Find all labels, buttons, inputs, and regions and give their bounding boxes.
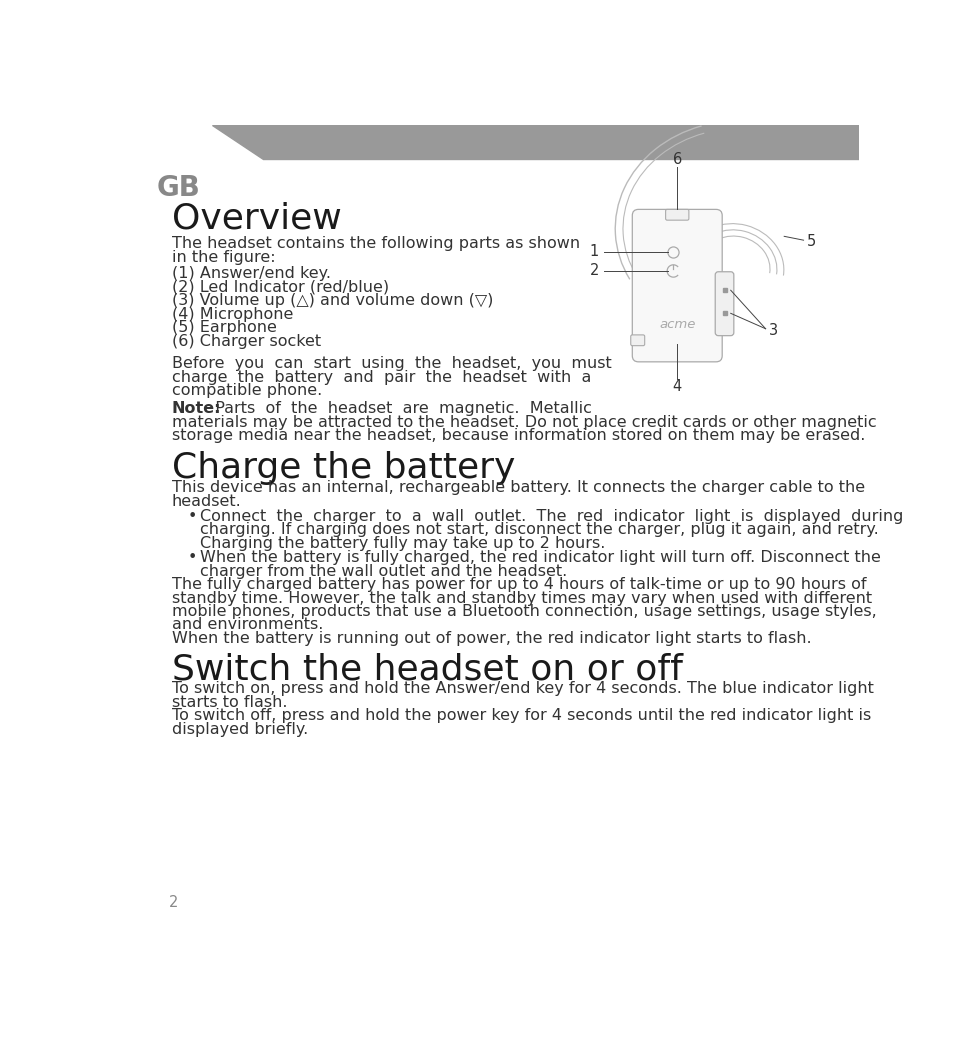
Text: displayed briefly.: displayed briefly. <box>172 722 308 737</box>
Text: When the battery is running out of power, the red indicator light starts to flas: When the battery is running out of power… <box>172 631 811 646</box>
Text: 5: 5 <box>806 234 815 249</box>
Text: 2: 2 <box>589 264 598 278</box>
Text: (1) Answer/end key.: (1) Answer/end key. <box>172 266 331 282</box>
Text: materials may be attracted to the headset. Do not place credit cards or other ma: materials may be attracted to the headse… <box>172 415 876 430</box>
Text: Charging the battery fully may take up to 2 hours.: Charging the battery fully may take up t… <box>199 536 604 551</box>
Text: in the figure:: in the figure: <box>172 249 275 265</box>
Text: standby time. However, the talk and standby times may vary when used with differ: standby time. However, the talk and stan… <box>172 590 871 606</box>
Text: charging. If charging does not start, disconnect the charger, plug it again, and: charging. If charging does not start, di… <box>199 523 878 537</box>
Text: To switch off, press and hold the power key for 4 seconds until the red indicato: To switch off, press and hold the power … <box>172 709 870 723</box>
Text: Parts  of  the  headset  are  magnetic.  Metallic: Parts of the headset are magnetic. Metal… <box>205 401 592 417</box>
Text: 2: 2 <box>169 896 178 910</box>
Text: starts to flash.: starts to flash. <box>172 695 287 710</box>
Text: 1: 1 <box>589 244 598 259</box>
Text: (4) Microphone: (4) Microphone <box>172 307 293 322</box>
Text: 3: 3 <box>768 323 777 338</box>
Text: Overview: Overview <box>172 202 341 236</box>
Text: Before  you  can  start  using  the  headset,  you  must: Before you can start using the headset, … <box>172 356 611 372</box>
Text: (2) Led Indicator (red/blue): (2) Led Indicator (red/blue) <box>172 279 389 295</box>
Text: Charge the battery: Charge the battery <box>172 451 515 485</box>
Text: (6) Charger socket: (6) Charger socket <box>172 334 321 349</box>
Text: (3) Volume up (△) and volume down (▽): (3) Volume up (△) and volume down (▽) <box>172 293 493 309</box>
Text: mobile phones, products that use a Bluetooth connection, usage settings, usage s: mobile phones, products that use a Bluet… <box>172 604 876 619</box>
Text: •: • <box>187 509 196 524</box>
FancyBboxPatch shape <box>715 272 733 336</box>
Text: charger from the wall outlet and the headset.: charger from the wall outlet and the hea… <box>199 563 566 579</box>
Text: The fully charged battery has power for up to 4 hours of talk-time or up to 90 h: The fully charged battery has power for … <box>172 577 865 592</box>
Polygon shape <box>212 125 858 159</box>
Text: The headset contains the following parts as shown: The headset contains the following parts… <box>172 236 579 251</box>
Text: headset.: headset. <box>172 494 241 509</box>
Text: and environments.: and environments. <box>172 617 323 633</box>
Text: (5) Earphone: (5) Earphone <box>172 320 276 336</box>
Text: 6: 6 <box>672 152 681 167</box>
Text: charge  the  battery  and  pair  the  headset  with  a: charge the battery and pair the headset … <box>172 370 591 384</box>
FancyBboxPatch shape <box>630 335 644 346</box>
Text: Connect  the  charger  to  a  wall  outlet.  The  red  indicator  light  is  dis: Connect the charger to a wall outlet. Th… <box>199 509 902 524</box>
FancyBboxPatch shape <box>632 210 721 362</box>
FancyBboxPatch shape <box>665 210 688 220</box>
Text: storage media near the headset, because information stored on them may be erased: storage media near the headset, because … <box>172 428 864 444</box>
Text: 4: 4 <box>672 379 681 394</box>
Text: •: • <box>187 550 196 565</box>
Text: Note:: Note: <box>172 401 221 417</box>
Text: acme: acme <box>659 318 695 331</box>
Text: This device has an internal, rechargeable battery. It connects the charger cable: This device has an internal, rechargeabl… <box>172 480 864 496</box>
Text: When the battery is fully charged, the red indicator light will turn off. Discon: When the battery is fully charged, the r… <box>199 550 880 565</box>
Text: To switch on, press and hold the Answer/end key for 4 seconds. The blue indicato: To switch on, press and hold the Answer/… <box>172 682 873 696</box>
Text: compatible phone.: compatible phone. <box>172 383 322 398</box>
Text: Switch the headset on or off: Switch the headset on or off <box>172 652 682 686</box>
Text: GB: GB <box>156 174 200 202</box>
